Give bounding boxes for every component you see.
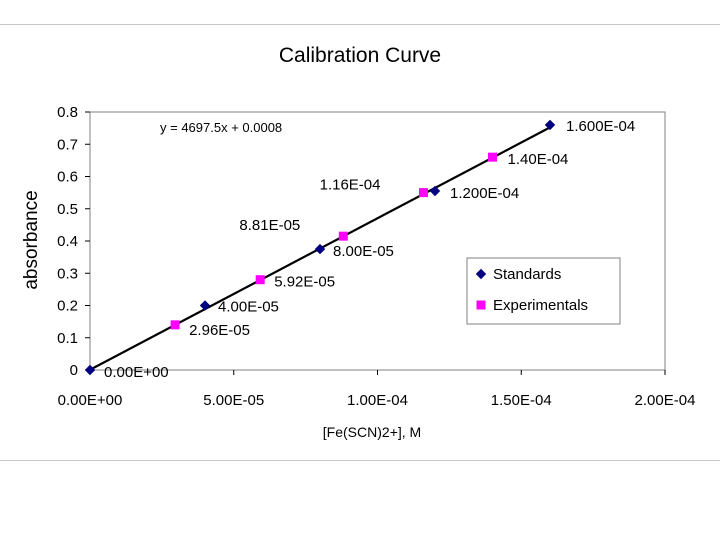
experimental-data-label: 1.16E-04 xyxy=(320,177,381,194)
x-axis-label: [Fe(SCN)2+], M xyxy=(323,424,421,440)
experimental-point xyxy=(338,231,348,241)
y-tick-label: 0.6 xyxy=(57,169,78,186)
x-tick-label: 5.00E-05 xyxy=(203,392,264,409)
standard-data-label: 0.00E+00 xyxy=(104,364,169,381)
legend-standards-label: Standards xyxy=(493,266,561,283)
standard-point xyxy=(84,364,96,376)
trendline-equation: y = 4697.5x + 0.0008 xyxy=(160,120,282,135)
experimental-point xyxy=(255,275,265,285)
experimental-point xyxy=(419,188,428,198)
x-tick-label: 0.00E+00 xyxy=(58,392,123,409)
top-divider xyxy=(0,24,720,25)
experimental-data-label: 2.96E-05 xyxy=(189,322,250,339)
standard-data-label: 1.600E-04 xyxy=(566,118,635,135)
y-tick-label: 0.3 xyxy=(57,265,78,282)
experimental-data-label: 8.81E-05 xyxy=(239,217,300,234)
y-tick-label: 0.2 xyxy=(57,298,78,315)
standard-point xyxy=(429,185,441,197)
legend-experimentals-marker xyxy=(476,300,486,310)
y-tick-label: 0.4 xyxy=(57,233,78,250)
standard-data-label: 1.200E-04 xyxy=(450,185,519,202)
experimental-data-label: 5.92E-05 xyxy=(274,274,335,291)
y-tick-label: 0 xyxy=(70,362,78,379)
standard-point xyxy=(544,119,556,131)
experimental-point xyxy=(170,320,180,330)
experimental-point xyxy=(488,152,497,162)
experimental-data-label: 1.40E-04 xyxy=(508,151,569,168)
x-tick-label: 1.00E-04 xyxy=(347,392,408,409)
plot-area-border xyxy=(89,111,666,371)
standard-data-label: 8.00E-05 xyxy=(333,243,394,260)
x-tick-label: 2.00E-04 xyxy=(635,392,696,409)
standard-point xyxy=(314,243,326,255)
standard-point xyxy=(199,300,211,311)
chart-title: Calibration Curve xyxy=(279,44,441,67)
y-tick-label: 0.1 xyxy=(57,330,78,347)
y-tick-label: 0.8 xyxy=(57,104,78,121)
y-axis-label: absorbance xyxy=(21,190,42,289)
y-tick-label: 0.5 xyxy=(57,201,78,218)
standard-data-label: 4.00E-05 xyxy=(218,299,279,316)
bottom-divider xyxy=(0,460,720,461)
legend-box xyxy=(466,257,621,325)
legend-experimentals-label: Experimentals xyxy=(493,297,588,314)
legend-standards-marker xyxy=(475,268,487,280)
y-tick-label: 0.7 xyxy=(57,136,78,153)
x-tick-label: 1.50E-04 xyxy=(491,392,552,409)
